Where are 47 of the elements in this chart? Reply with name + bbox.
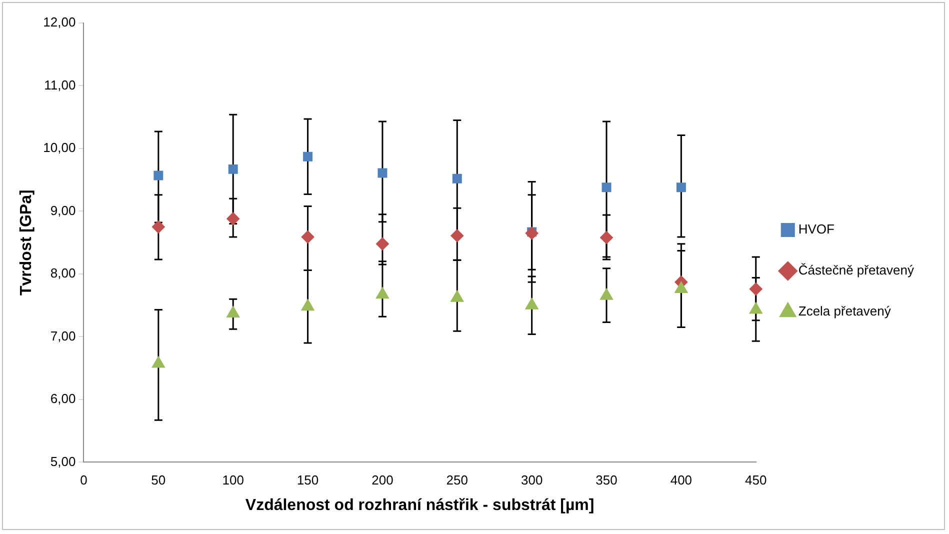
legend-label: Částečně přetavený <box>798 262 914 278</box>
y-tick-label: 10,00 <box>43 140 76 156</box>
y-tick-label: 8,00 <box>50 266 76 281</box>
point <box>226 212 240 226</box>
y-tick-label: 9,00 <box>50 202 76 218</box>
x-tick-label: 150 <box>296 472 319 488</box>
x-tick-label: 100 <box>222 472 244 488</box>
point <box>228 164 238 174</box>
point <box>378 168 388 178</box>
y-tick-label: 7,00 <box>50 328 76 344</box>
point <box>749 302 762 314</box>
point <box>301 230 314 244</box>
x-tick-label: 50 <box>151 472 166 488</box>
point <box>226 306 240 318</box>
y-tick-label: 6,00 <box>50 391 76 406</box>
x-tick-label: 0 <box>80 472 88 488</box>
point <box>303 152 313 162</box>
point <box>600 231 614 244</box>
x-tick-label: 400 <box>670 472 692 488</box>
point <box>376 237 389 250</box>
x-tick-label: 450 <box>745 472 767 488</box>
point <box>602 182 612 192</box>
point <box>152 220 165 234</box>
point <box>450 229 464 242</box>
point <box>452 174 462 184</box>
x-tick-label: 250 <box>446 472 468 488</box>
point <box>600 288 614 300</box>
point <box>376 287 390 299</box>
point <box>525 226 538 240</box>
y-tick-label: 11,00 <box>44 77 76 92</box>
point <box>154 170 164 180</box>
point <box>301 299 314 311</box>
x-axis-title: Vzdálenost od rozhraní nástřik - substrát [µm] <box>245 496 594 514</box>
point <box>450 290 464 302</box>
point <box>674 282 688 294</box>
point <box>152 356 165 368</box>
y-tick-label: 5,00 <box>50 454 76 469</box>
legend-label: HVOF <box>798 222 835 237</box>
x-tick-label: 200 <box>372 472 394 488</box>
point <box>749 282 762 296</box>
legend-label: Zcela přetavený <box>798 304 892 319</box>
point <box>525 298 538 310</box>
x-tick-label: 300 <box>520 472 543 488</box>
point <box>676 182 686 192</box>
x-tick-label: 350 <box>596 472 618 488</box>
y-tick-label: 12,00 <box>43 14 76 30</box>
y-axis-title: Tvrdost [GPa] <box>18 190 36 296</box>
